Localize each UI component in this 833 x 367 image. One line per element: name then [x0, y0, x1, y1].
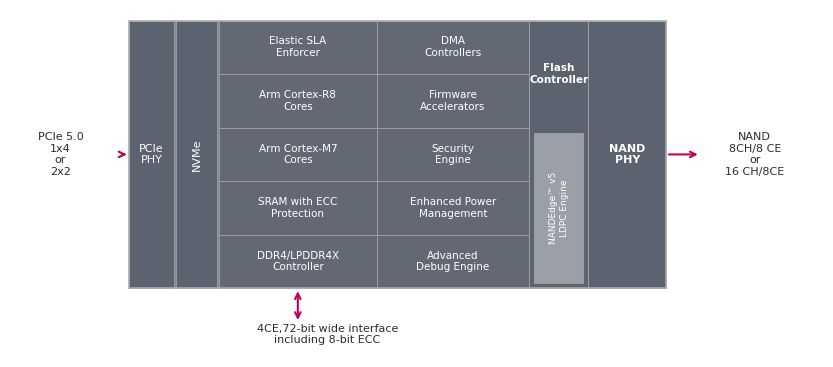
Text: Arm Cortex-M7
Cores: Arm Cortex-M7 Cores: [258, 143, 337, 165]
Bar: [377, 181, 529, 235]
Text: Advanced
Debug Engine: Advanced Debug Engine: [416, 251, 490, 272]
Bar: [219, 128, 377, 181]
Bar: [219, 74, 377, 128]
Text: PCIe 5.0
1x4
or
2x2: PCIe 5.0 1x4 or 2x2: [37, 132, 83, 177]
Text: DDR4/LPDDR4X
Controller: DDR4/LPDDR4X Controller: [257, 251, 339, 272]
Bar: [534, 132, 583, 283]
Text: Arm Cortex-R8
Cores: Arm Cortex-R8 Cores: [259, 90, 337, 112]
Text: Enhanced Power
Management: Enhanced Power Management: [410, 197, 496, 219]
Bar: [176, 21, 217, 288]
Text: SRAM with ECC
Protection: SRAM with ECC Protection: [258, 197, 337, 219]
Text: NAND
8CH/8 CE
or
16 CH/8CE: NAND 8CH/8 CE or 16 CH/8CE: [726, 132, 785, 177]
Bar: [219, 235, 377, 288]
Text: NANDEdge™ v5
LDPC Engine: NANDEdge™ v5 LDPC Engine: [549, 172, 568, 244]
Text: Security
Engine: Security Engine: [431, 143, 475, 165]
Bar: [129, 21, 666, 288]
Text: Firmware
Accelerators: Firmware Accelerators: [421, 90, 486, 112]
Text: NAND
PHY: NAND PHY: [609, 143, 646, 165]
Bar: [377, 21, 529, 74]
Bar: [377, 235, 529, 288]
Text: DMA
Controllers: DMA Controllers: [424, 36, 481, 58]
Text: NVMe: NVMe: [192, 138, 202, 171]
Bar: [129, 21, 174, 288]
Bar: [377, 128, 529, 181]
Text: PCIe
PHY: PCIe PHY: [139, 143, 164, 165]
Bar: [377, 74, 529, 128]
Bar: [588, 21, 666, 288]
Text: Flash
Controller: Flash Controller: [529, 63, 588, 85]
Text: Elastic SLA
Enforcer: Elastic SLA Enforcer: [269, 36, 327, 58]
Text: 4CE,72-bit wide interface
including 8-bit ECC: 4CE,72-bit wide interface including 8-bi…: [257, 324, 398, 345]
Bar: [219, 181, 377, 235]
Bar: [129, 21, 666, 288]
Bar: [529, 21, 588, 288]
Bar: [219, 21, 377, 74]
